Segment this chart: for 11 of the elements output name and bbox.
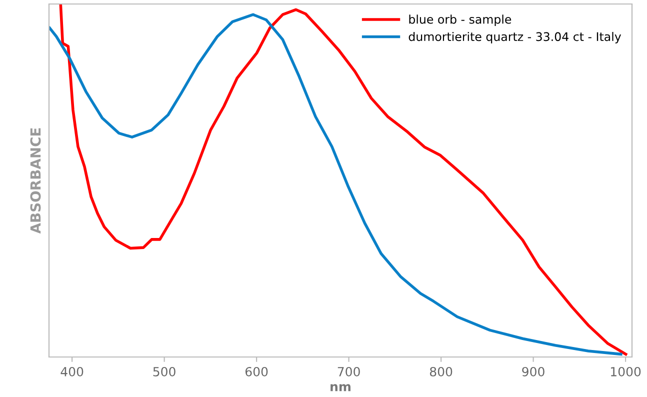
x-tick-label: 1000 bbox=[611, 366, 641, 376]
x-axis-title: nm bbox=[330, 384, 350, 392]
x-tick-label: 600 bbox=[246, 366, 268, 376]
x-tick-label: 400 bbox=[60, 366, 84, 376]
legend-label: blue orb - sample bbox=[409, 14, 512, 26]
y-axis-title: ABSORBANCE bbox=[30, 128, 41, 234]
legend-label: dumortierite quartz - 33.04 ct - Italy bbox=[408, 32, 622, 44]
x-tick-label: 700 bbox=[338, 366, 360, 376]
x-tick-label: 900 bbox=[522, 366, 544, 376]
x-tick-label: 500 bbox=[153, 366, 176, 376]
x-tick-label: 800 bbox=[430, 366, 452, 376]
